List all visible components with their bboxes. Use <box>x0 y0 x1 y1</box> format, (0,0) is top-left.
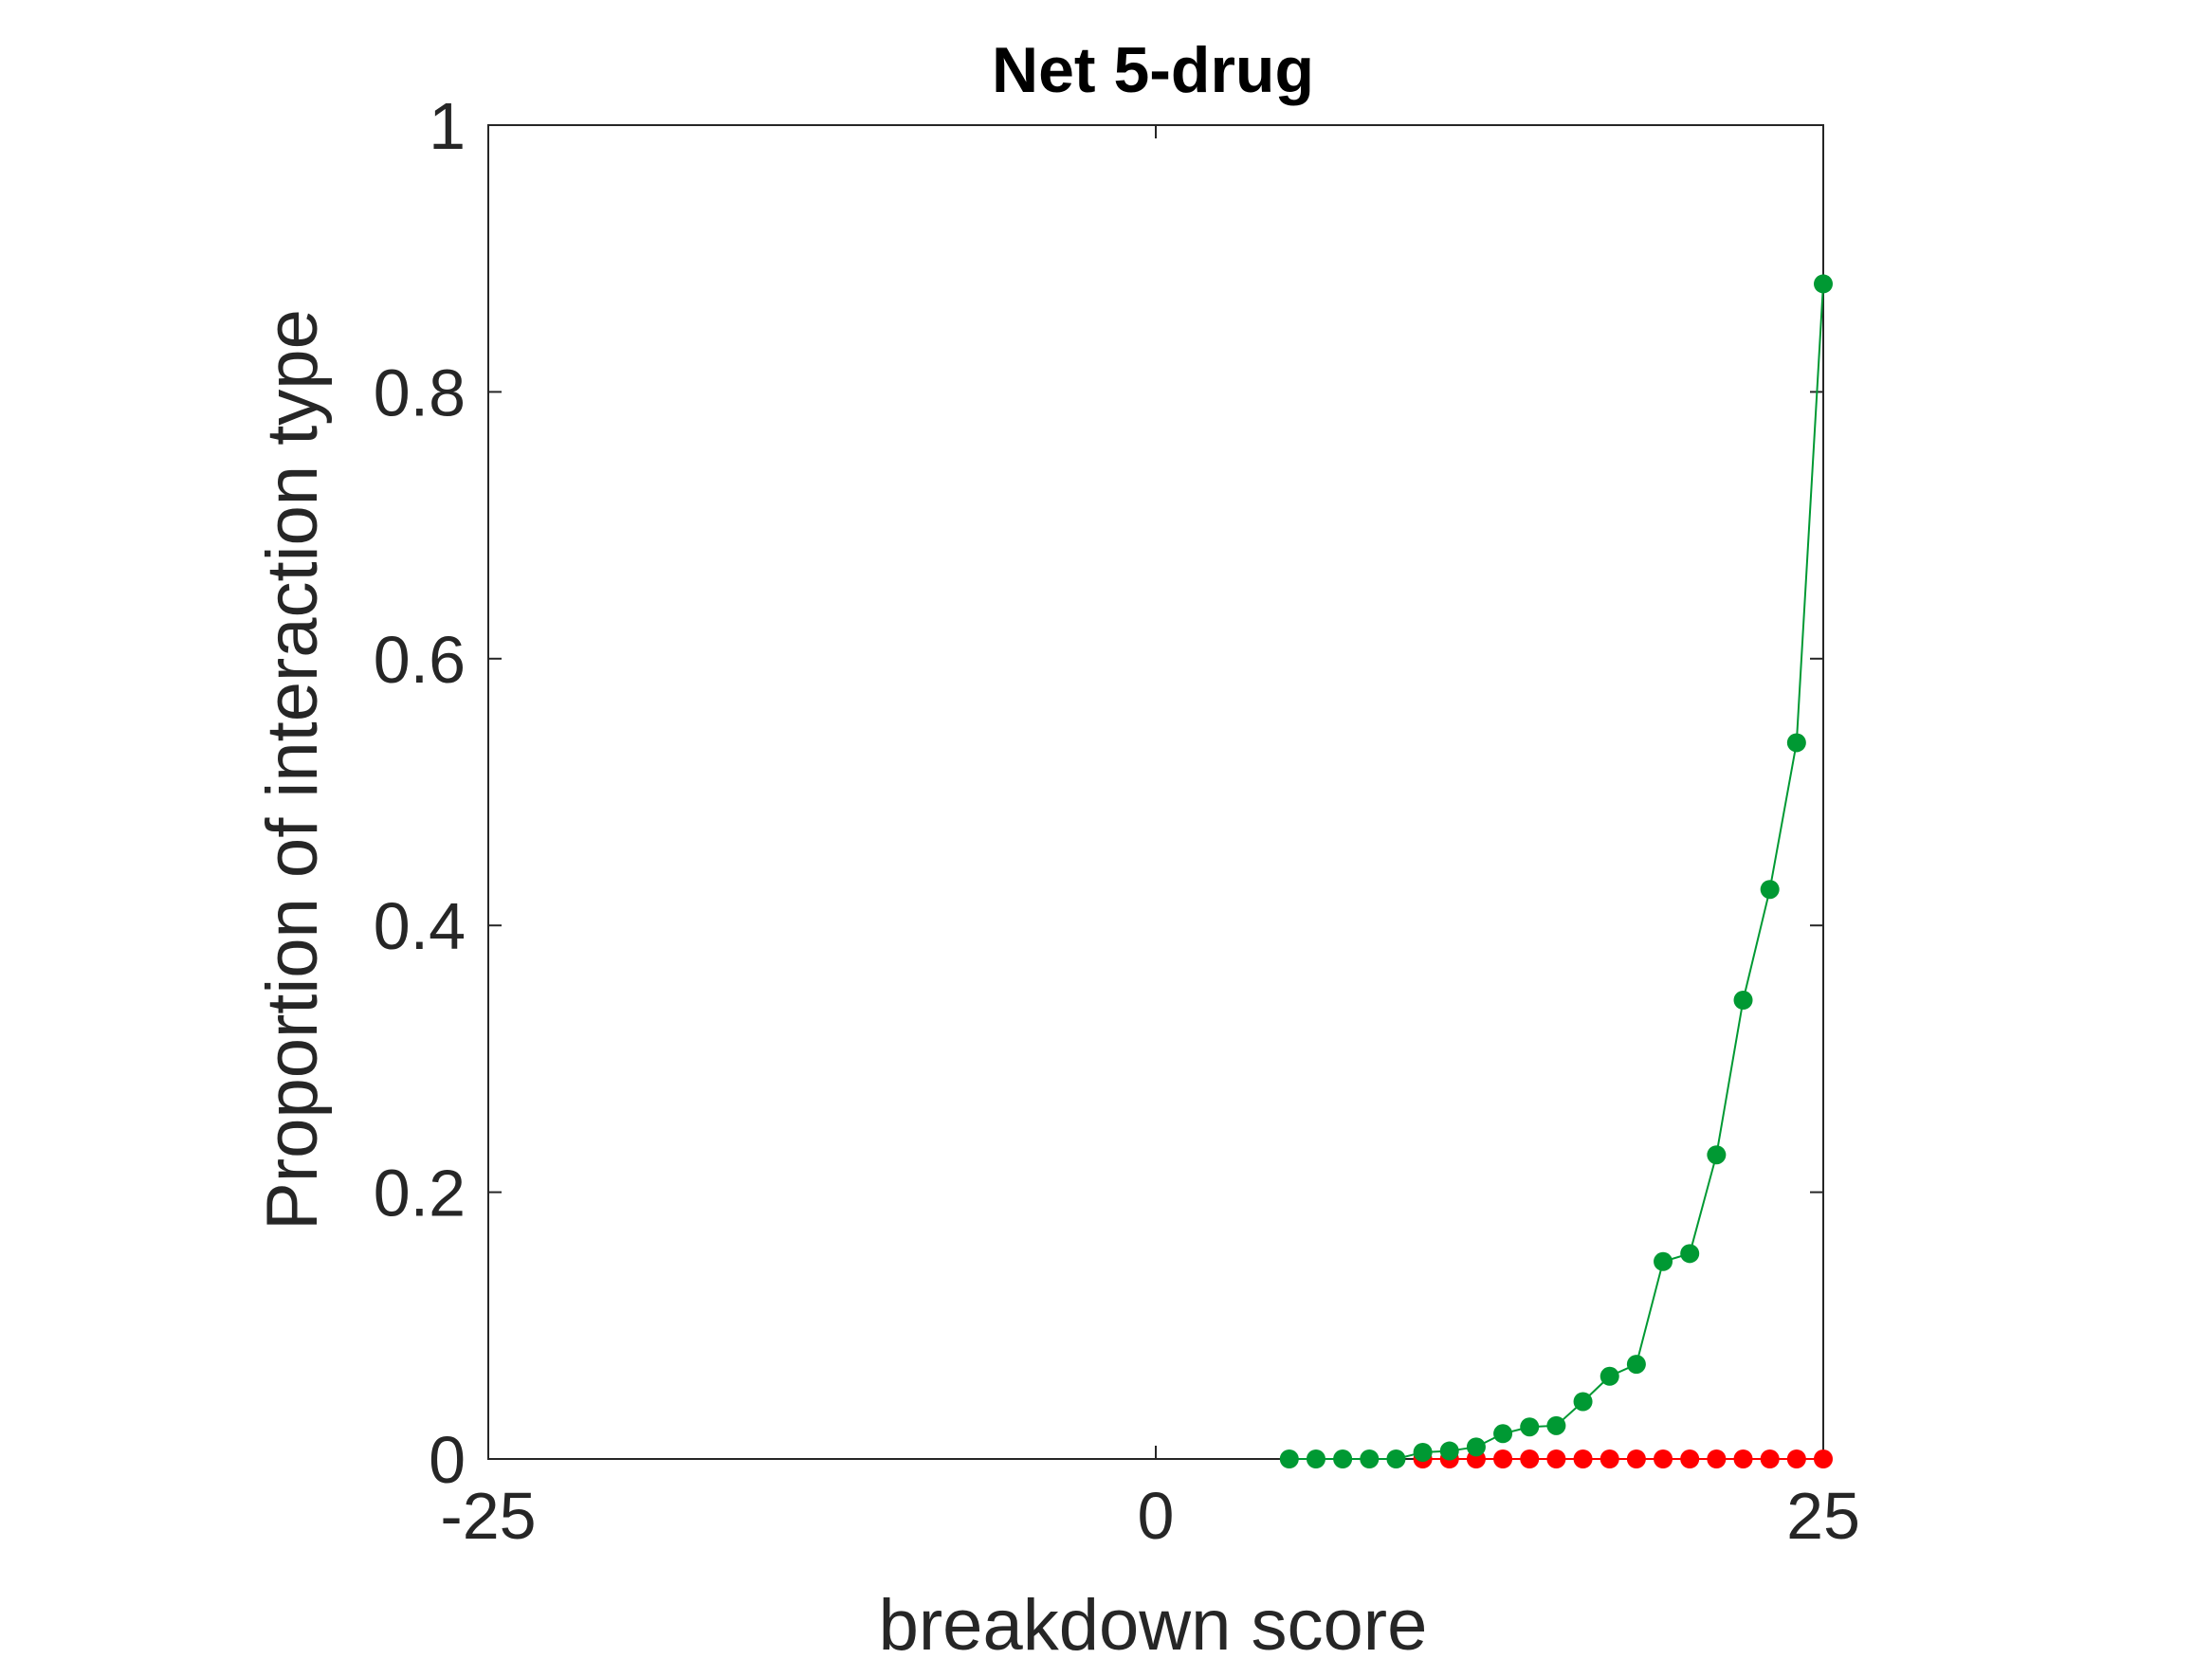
data-point <box>1760 880 1780 900</box>
x-tick-label: -25 <box>440 1479 536 1553</box>
data-point <box>1707 1449 1727 1468</box>
data-point <box>1493 1449 1513 1468</box>
data-point <box>1306 1449 1325 1468</box>
x-tick-label: 25 <box>1786 1479 1860 1553</box>
y-tick-label: 0.6 <box>374 623 466 697</box>
data-point <box>1760 1449 1780 1468</box>
data-point <box>1466 1437 1486 1457</box>
data-point <box>1439 1441 1459 1461</box>
y-axis-label: Proportion of interaction type <box>252 309 333 1231</box>
data-point <box>1626 1355 1646 1375</box>
data-point <box>1600 1366 1619 1386</box>
series-1 <box>1279 274 1833 1468</box>
series-line <box>1289 283 1824 1460</box>
data-point <box>1573 1392 1593 1412</box>
data-point <box>1520 1417 1540 1437</box>
data-point <box>1520 1449 1540 1468</box>
plot-frame <box>487 124 1824 1460</box>
data-point <box>1360 1449 1380 1468</box>
data-point <box>1733 990 1753 1010</box>
data-point <box>1600 1449 1619 1468</box>
data-point <box>1626 1449 1646 1468</box>
data-point <box>1654 1251 1673 1271</box>
y-tick-label: 0.8 <box>374 356 466 429</box>
x-tick-label: 0 <box>1138 1479 1175 1553</box>
data-point <box>1279 1449 1299 1468</box>
y-tick-label: 0 <box>429 1423 466 1497</box>
data-point <box>1413 1442 1433 1462</box>
data-point <box>1680 1244 1700 1264</box>
x-axis-label: breakdown score <box>879 1585 1428 1659</box>
data-point <box>1786 733 1806 753</box>
data-point <box>1680 1449 1700 1468</box>
y-tick-label: 0.2 <box>374 1157 466 1231</box>
y-tick-label: 1 <box>429 89 466 163</box>
data-point <box>1814 274 1833 294</box>
plot-box <box>487 124 1824 1460</box>
y-tick-label: 0.4 <box>374 889 466 963</box>
data-point <box>1546 1415 1566 1435</box>
data-point <box>1654 1449 1673 1468</box>
data-point <box>1707 1145 1727 1165</box>
data-point <box>1733 1449 1753 1468</box>
data-point <box>1814 1449 1833 1468</box>
chart-title: Net 5-drug <box>992 34 1314 106</box>
data-point <box>1493 1424 1513 1444</box>
data-point <box>1546 1449 1566 1468</box>
data-point <box>1333 1449 1353 1468</box>
data-point <box>1786 1449 1806 1468</box>
data-point <box>1386 1449 1406 1468</box>
data-point <box>1573 1449 1593 1468</box>
series-layer <box>1279 274 1833 1468</box>
